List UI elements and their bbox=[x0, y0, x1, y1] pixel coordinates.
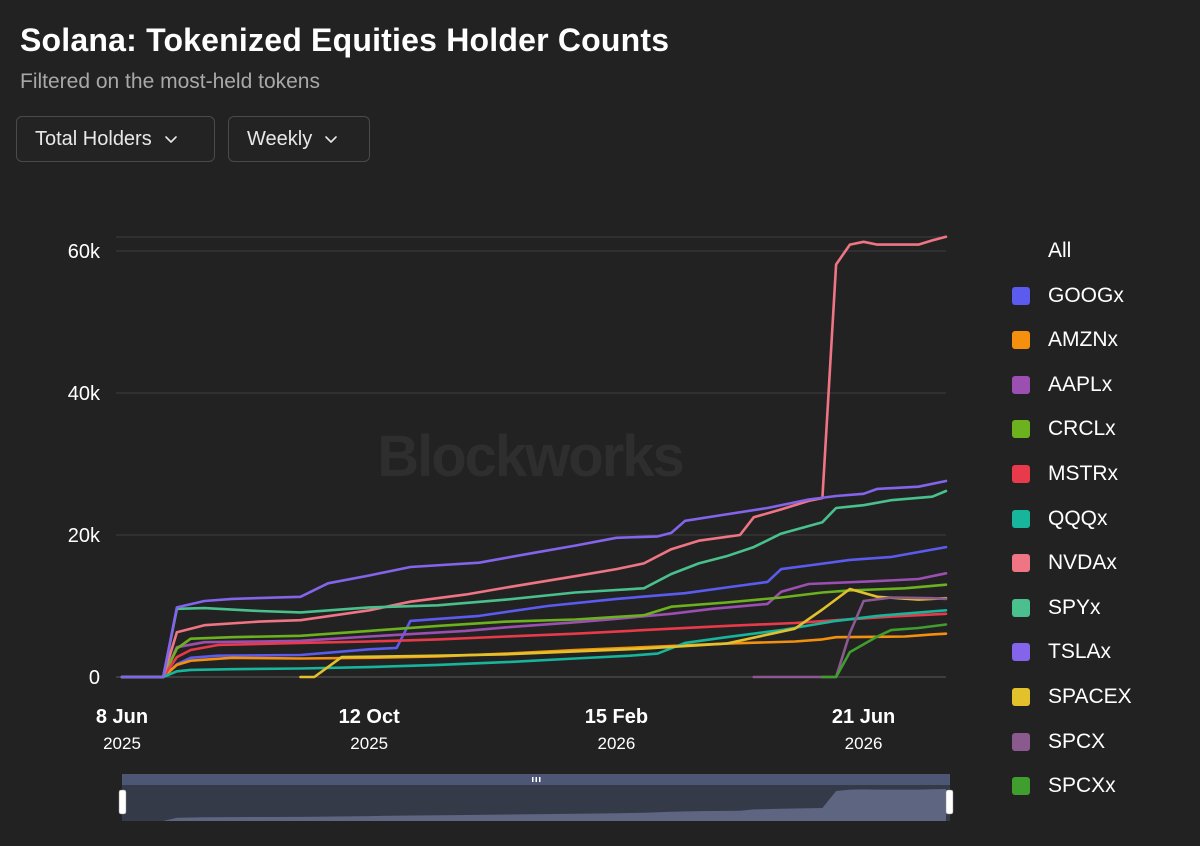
grid bbox=[116, 236, 946, 678]
legend-label: QQQx bbox=[1048, 506, 1108, 530]
legend-item-nvdax[interactable]: NVDAx bbox=[1012, 548, 1192, 578]
series-line-spacex[interactable] bbox=[299, 587, 948, 679]
legend-label: TSLAx bbox=[1048, 640, 1112, 664]
legend-items: GOOGx AMZNx AAPLx CRCLx MSTRx QQQx NVDAx SPYx TS… bbox=[1012, 281, 1192, 802]
navigator-handle-left[interactable] bbox=[118, 789, 127, 815]
series-line-tslax[interactable] bbox=[120, 479, 948, 679]
series-line-mstrx[interactable] bbox=[120, 612, 948, 679]
series-line-spyx[interactable] bbox=[120, 489, 948, 679]
legend-item-crclx[interactable]: CRCLx bbox=[1012, 414, 1192, 444]
x-tick-year: 2026 bbox=[845, 734, 883, 753]
chevron-down-icon bbox=[164, 136, 177, 143]
y-tick-label: 60k bbox=[68, 241, 101, 263]
legend-all-toggle[interactable]: All bbox=[1048, 239, 1072, 262]
legend-label: GOOGx bbox=[1048, 283, 1124, 307]
interval-dropdown-label: Weekly bbox=[247, 127, 313, 150]
legend-swatch bbox=[1012, 643, 1030, 662]
x-tick-year: 2025 bbox=[350, 734, 388, 753]
legend-item-spyx[interactable]: SPYx bbox=[1012, 593, 1192, 623]
legend-label: AMZNx bbox=[1048, 328, 1118, 352]
legend-label: SPYx bbox=[1048, 595, 1101, 619]
interval-dropdown[interactable]: Weekly bbox=[228, 116, 370, 162]
watermark: Blockworks bbox=[377, 424, 683, 489]
legend-swatch bbox=[1012, 598, 1030, 617]
legend-label: CRCLx bbox=[1048, 417, 1116, 441]
legend: All GOOGx AMZNx AAPLx CRCLx MSTRx QQQx NVDAx SP… bbox=[1012, 236, 1192, 816]
legend-label: SPCXx bbox=[1048, 774, 1116, 798]
legend-swatch bbox=[1012, 420, 1030, 439]
navigator-handle-right[interactable] bbox=[945, 789, 954, 815]
x-tick-label: 15 Feb bbox=[585, 706, 648, 728]
legend-item-spcx[interactable]: SPCX bbox=[1012, 727, 1192, 757]
legend-label: SPACEX bbox=[1048, 684, 1132, 708]
range-navigator[interactable] bbox=[118, 774, 954, 821]
chevron-down-icon bbox=[325, 136, 338, 143]
series-line-spcx[interactable] bbox=[752, 596, 948, 679]
legend-swatch bbox=[1012, 732, 1030, 751]
series-line-googx[interactable] bbox=[120, 545, 948, 679]
y-tick-label: 20k bbox=[68, 525, 101, 547]
metric-dropdown-label: Total Holders bbox=[35, 127, 152, 150]
legend-item-aaplx[interactable]: AAPLx bbox=[1012, 370, 1192, 400]
legend-label: SPCX bbox=[1048, 729, 1106, 753]
legend-item-spcxx[interactable]: SPCXx bbox=[1012, 771, 1192, 801]
legend-swatch bbox=[1012, 331, 1030, 350]
legend-swatch bbox=[1012, 509, 1030, 528]
x-tick-label: 12 Oct bbox=[339, 706, 400, 728]
metric-dropdown[interactable]: Total Holders bbox=[16, 116, 215, 162]
legend-swatch bbox=[1012, 375, 1030, 394]
legend-swatch bbox=[1012, 777, 1030, 796]
legend-label: AAPLx bbox=[1048, 372, 1113, 396]
x-tick-year: 2025 bbox=[103, 734, 141, 753]
legend-swatch bbox=[1012, 687, 1030, 706]
legend-item-amznx[interactable]: AMZNx bbox=[1012, 325, 1192, 355]
legend-label: NVDAx bbox=[1048, 551, 1117, 575]
legend-swatch bbox=[1012, 554, 1030, 573]
y-tick-label: 40k bbox=[68, 383, 101, 405]
legend-swatch bbox=[1012, 286, 1030, 305]
legend-item-googx[interactable]: GOOGx bbox=[1012, 281, 1192, 311]
series-line-crclx[interactable] bbox=[120, 583, 948, 679]
navigator-preview bbox=[122, 789, 946, 821]
x-tick-label: 8 Jun bbox=[96, 706, 148, 728]
navigator-grip-icon bbox=[532, 777, 541, 782]
x-tick-label: 21 Jun bbox=[832, 706, 895, 728]
legend-item-qqqx[interactable]: QQQx bbox=[1012, 504, 1192, 534]
series-line-aaplx[interactable] bbox=[120, 572, 948, 679]
series-line-spcxx[interactable] bbox=[821, 623, 948, 679]
legend-item-spacex[interactable]: SPACEX bbox=[1012, 682, 1192, 712]
chart-title: Solana: Tokenized Equities Holder Counts bbox=[20, 22, 670, 58]
y-axis: 0 20k 40k 60k bbox=[68, 241, 101, 689]
x-axis: 8 Jun 2025 12 Oct 2025 15 Feb 2026 21 Jun 2026 bbox=[96, 706, 895, 753]
y-tick-label: 0 bbox=[89, 667, 100, 689]
chart-subtitle: Filtered on the most-held tokens bbox=[20, 70, 320, 93]
legend-item-mstrx[interactable]: MSTRx bbox=[1012, 459, 1192, 489]
x-tick-year: 2026 bbox=[597, 734, 635, 753]
series-line-nvdax[interactable] bbox=[120, 235, 948, 679]
legend-swatch bbox=[1012, 464, 1030, 483]
series-lines bbox=[120, 235, 948, 679]
legend-item-tslax[interactable]: TSLAx bbox=[1012, 637, 1192, 667]
legend-label: MSTRx bbox=[1048, 461, 1118, 485]
